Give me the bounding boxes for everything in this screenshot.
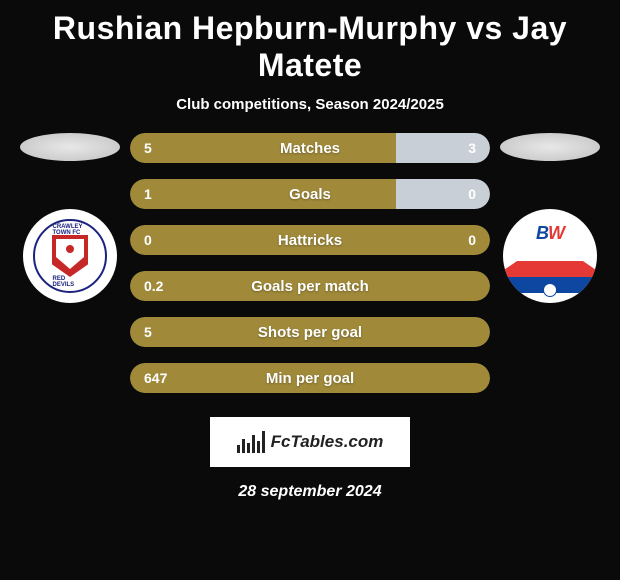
infographic-container: Rushian Hepburn-Murphy vs Jay Matete Clu… xyxy=(0,0,620,511)
footer-date: 28 september 2024 xyxy=(238,483,381,501)
main-row: CRAWLEY TOWN FC RED DEVILS 5 Matches 3 1 Goa… xyxy=(0,133,620,393)
stat-value-right: 3 xyxy=(468,140,476,156)
stat-row: 0 Hattricks 0 xyxy=(130,225,490,255)
stat-bar-left xyxy=(130,225,396,255)
stat-label: Goals xyxy=(289,186,331,203)
stat-bar-right xyxy=(396,271,490,301)
stats-column: 5 Matches 3 1 Goals 0 0 Hattricks 0 0.2 Goals per … xyxy=(130,133,490,393)
stat-row: 0.2 Goals per match xyxy=(130,271,490,301)
stat-value-left: 0.2 xyxy=(144,278,163,294)
stat-row: 1 Goals 0 xyxy=(130,179,490,209)
stat-value-right: 0 xyxy=(468,186,476,202)
bwfc-letters: BW xyxy=(536,223,564,244)
page-title: Rushian Hepburn-Murphy vs Jay Matete xyxy=(0,10,620,84)
stat-value-left: 5 xyxy=(144,324,152,340)
fctables-bars-icon xyxy=(237,431,265,453)
stat-label: Goals per match xyxy=(251,278,369,295)
bwfc-ball-icon xyxy=(543,283,557,297)
stat-bar-left xyxy=(130,363,396,393)
stat-label: Matches xyxy=(280,140,340,157)
stat-value-left: 0 xyxy=(144,232,152,248)
stat-bar-right xyxy=(396,317,490,347)
subtitle: Club competitions, Season 2024/2025 xyxy=(176,96,444,113)
footer-brand-text: FcTables.com xyxy=(271,432,384,452)
stat-row: 5 Matches 3 xyxy=(130,133,490,163)
stat-value-left: 5 xyxy=(144,140,152,156)
stat-row: 647 Min per goal xyxy=(130,363,490,393)
stat-value-right: 0 xyxy=(468,232,476,248)
stat-bar-left xyxy=(130,179,396,209)
player-left-silhouette xyxy=(20,133,120,161)
crest-shield-icon xyxy=(52,235,88,277)
stat-label: Hattricks xyxy=(278,232,342,249)
crawley-town-crest: CRAWLEY TOWN FC RED DEVILS xyxy=(33,219,107,293)
club-badge-left: CRAWLEY TOWN FC RED DEVILS xyxy=(23,209,117,303)
stat-label: Shots per goal xyxy=(258,324,362,341)
club-badge-right: BW xyxy=(503,209,597,303)
stat-label: Min per goal xyxy=(266,370,354,387)
stat-value-left: 1 xyxy=(144,186,152,202)
crest-text-bottom: RED DEVILS xyxy=(53,276,88,288)
stat-value-left: 647 xyxy=(144,370,167,386)
stat-bar-left xyxy=(130,133,396,163)
player-right-silhouette xyxy=(500,133,600,161)
player-right-col: BW xyxy=(500,133,600,303)
footer-brand-badge: FcTables.com xyxy=(210,417,410,467)
stat-bar-right xyxy=(396,363,490,393)
stat-row: 5 Shots per goal xyxy=(130,317,490,347)
crest-text-top: CRAWLEY TOWN FC xyxy=(53,224,88,236)
player-left-col: CRAWLEY TOWN FC RED DEVILS xyxy=(20,133,120,303)
